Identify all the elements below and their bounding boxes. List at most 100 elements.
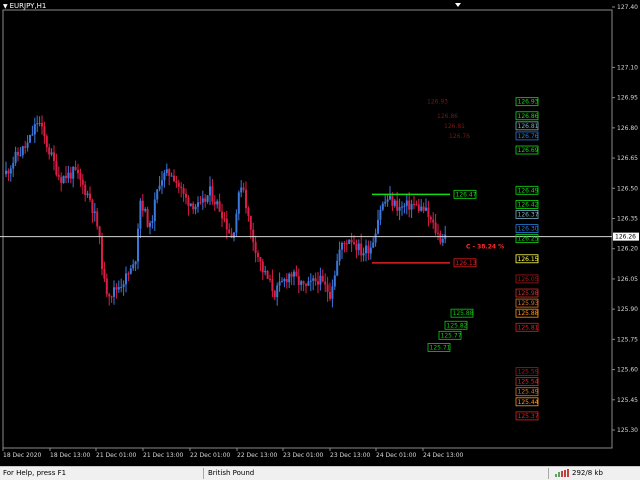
- bearish-candle: [218, 201, 221, 212]
- bearish-candle: [101, 236, 103, 270]
- bullish-candle: [333, 275, 336, 287]
- level-label-lower-right-2: 125.37: [518, 413, 539, 420]
- level-label-lower-right-2-box: [515, 377, 539, 387]
- price-axis-label: 126.05: [617, 276, 638, 283]
- bullish-candle: [398, 207, 401, 211]
- bearish-candle: [434, 222, 437, 233]
- bullish-candle: [29, 135, 31, 143]
- bearish-candle: [367, 245, 370, 254]
- level-label-upper-right: 126.93: [518, 99, 539, 106]
- current-price-label: 126.26: [615, 234, 636, 241]
- bullish-candle: [86, 193, 89, 196]
- bullish-candle: [137, 228, 139, 262]
- bullish-candle: [151, 221, 154, 223]
- level-label-middle-right: 126.37: [518, 211, 539, 218]
- bearish-candle: [81, 179, 84, 185]
- bearish-candle: [115, 287, 118, 290]
- bearish-candle: [110, 296, 113, 298]
- bullish-candle: [357, 243, 360, 251]
- bullish-candle: [129, 268, 132, 274]
- level-label-lower-right-1: 125.93: [518, 300, 539, 307]
- bearish-candle: [185, 193, 187, 198]
- bearish-candle: [175, 181, 178, 183]
- faint-level-label: 126.76: [449, 133, 470, 140]
- level-label-lower-right-2-box: [515, 387, 539, 397]
- bullish-candle: [67, 172, 70, 179]
- bearish-candle: [221, 211, 223, 219]
- level-label-lower-right-1-box: [515, 322, 539, 332]
- level-label-upper-right-box: [515, 111, 539, 121]
- price-chart[interactable]: 127.40 127.10 126.95 126.80 126.65 126.50 126.…: [0, 0, 640, 466]
- bullish-candle: [165, 169, 168, 174]
- bullish-candle: [38, 123, 41, 125]
- price-axis-label: 126.80: [617, 125, 638, 132]
- bearish-candle: [269, 278, 271, 280]
- level-label-current-right: 126.15: [518, 256, 539, 263]
- bullish-candle: [9, 168, 12, 174]
- level-label-lower-right-2-box: [515, 411, 539, 421]
- level-label-middle-right-box: [515, 185, 539, 195]
- dropdown-triangle-icon[interactable]: ▼: [3, 3, 8, 10]
- level-label-lower-right-2: 125.44: [518, 399, 539, 406]
- level-label-upper-right: 126.76: [518, 133, 539, 140]
- bearish-candle: [84, 184, 87, 196]
- level-label-upper-right-box: [515, 145, 539, 155]
- level-label-middle-right-box: [515, 199, 539, 209]
- bullish-candle: [201, 198, 204, 203]
- bullish-candle: [420, 206, 423, 211]
- bullish-candle: [197, 202, 199, 207]
- bearish-candle: [324, 281, 327, 285]
- bullish-candle: [194, 206, 197, 210]
- bullish-candle: [117, 287, 120, 290]
- time-axis-label: 24 Dec 01:00: [376, 452, 417, 459]
- bearish-candle: [408, 200, 411, 210]
- bullish-candle: [120, 287, 123, 289]
- status-separator: [548, 468, 549, 479]
- bullish-candle: [209, 186, 211, 196]
- bearish-candle: [48, 147, 51, 155]
- level-label-upper-right: 126.69: [518, 147, 539, 154]
- status-separator: [203, 468, 204, 479]
- bearish-candle: [53, 152, 55, 161]
- price-axis-label: 126.50: [617, 185, 638, 192]
- time-axis-label: 23 Dec 13:00: [330, 452, 371, 459]
- bearish-candle: [77, 169, 79, 174]
- bearish-candle: [391, 195, 394, 206]
- price-axis-label: 126.20: [617, 246, 638, 253]
- bullish-candle: [206, 195, 209, 202]
- bullish-candle: [62, 175, 65, 183]
- bearish-candle: [295, 271, 298, 277]
- bearish-candle: [146, 209, 149, 227]
- bullish-candle: [12, 162, 15, 169]
- time-axis-label: 22 Dec 13:00: [237, 452, 278, 459]
- faint-level-label: 126.86: [437, 113, 458, 120]
- bearish-candle: [326, 284, 329, 292]
- bearish-candle: [266, 270, 269, 279]
- level-label-lower-right-1-box: [515, 308, 539, 318]
- price-axis-label: 127.40: [617, 4, 638, 11]
- price-axis-label: 125.60: [617, 367, 638, 374]
- bearish-candle: [127, 273, 130, 275]
- bearish-candle: [43, 126, 46, 137]
- bullish-candle: [50, 152, 53, 155]
- bullish-candle: [362, 253, 365, 256]
- chart-window[interactable]: 127.40 127.10 126.95 126.80 126.65 126.50 126.…: [0, 0, 640, 466]
- bullish-candle: [336, 260, 339, 276]
- bearish-candle: [297, 276, 300, 286]
- bearish-candle: [432, 219, 435, 223]
- level-label-lower-mid-box: [427, 343, 451, 352]
- bullish-candle: [113, 287, 115, 297]
- bullish-candle: [288, 273, 291, 283]
- bullish-candle: [31, 134, 34, 136]
- shift-marker-icon[interactable]: [455, 3, 461, 7]
- faint-level-label: 126.81: [444, 123, 465, 130]
- bullish-candle: [405, 200, 408, 206]
- bearish-candle: [230, 233, 233, 238]
- bullish-candle: [425, 207, 427, 211]
- bearish-candle: [69, 172, 72, 179]
- bullish-candle: [170, 175, 173, 177]
- bullish-candle: [149, 222, 151, 227]
- level-label-upper-right-box: [515, 97, 539, 107]
- level-label-upper-right: 126.86: [518, 113, 539, 120]
- bullish-candle: [278, 281, 281, 286]
